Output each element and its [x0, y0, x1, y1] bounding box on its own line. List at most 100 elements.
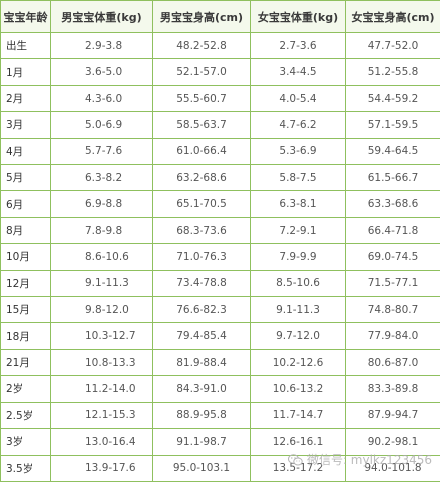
table-row: 2岁 11.2-14.0 84.3-91.0 10.6-13.2 83.3-89.8: [0, 375, 440, 403]
cell-boy-weight: 2.9-3.8: [50, 31, 153, 60]
cell-girl-weight: 9.7-12.0: [250, 322, 346, 350]
cell-girl-height: 90.2-98.1: [345, 428, 440, 456]
cell-girl-height: 51.2-55.8: [345, 58, 440, 86]
cell-girl-weight: 4.7-6.2: [250, 111, 346, 139]
cell-girl-weight: 7.9-9.9: [250, 243, 346, 271]
cell-age: 2月: [0, 84, 51, 113]
cell-boy-height: 73.4-78.8: [152, 269, 251, 298]
cell-boy-height: 81.9-88.4: [152, 348, 251, 377]
cell-boy-weight: 5.7-7.6: [50, 137, 153, 166]
cell-boy-height: 79.4-85.4: [152, 322, 251, 350]
table-row: 3.5岁 13.9-17.6 95.0-103.1 13.5-17.2 94.0-101…: [0, 454, 440, 482]
cell-boy-weight: 11.2-14.0: [50, 375, 153, 403]
cell-girl-height: 59.4-64.5: [345, 137, 440, 166]
cell-boy-weight: 12.1-15.3: [50, 401, 153, 430]
cell-girl-height: 83.3-89.8: [345, 375, 440, 403]
cell-boy-height: 95.0-103.1: [152, 454, 251, 482]
cell-boy-weight: 6.3-8.2: [50, 164, 153, 192]
table-row: 5月 6.3-8.2 63.2-68.6 5.8-7.5 61.5-66.7: [0, 164, 440, 192]
cell-boy-weight: 9.1-11.3: [50, 269, 153, 298]
cell-girl-weight: 5.3-6.9: [250, 137, 346, 166]
cell-age: 18月: [0, 322, 51, 350]
cell-age: 2.5岁: [0, 401, 51, 430]
header-boy-height: 男宝宝身高(cm): [152, 0, 251, 33]
cell-age: 5月: [0, 164, 51, 192]
cell-age: 8月: [0, 216, 51, 245]
cell-age: 15月: [0, 296, 51, 324]
cell-age: 6月: [0, 190, 51, 218]
cell-girl-weight: 3.4-4.5: [250, 58, 346, 86]
cell-boy-weight: 5.0-6.9: [50, 111, 153, 139]
cell-girl-weight: 7.2-9.1: [250, 216, 346, 245]
cell-girl-weight: 8.5-10.6: [250, 269, 346, 298]
cell-girl-weight: 10.6-13.2: [250, 375, 346, 403]
cell-girl-weight: 12.6-16.1: [250, 428, 346, 456]
cell-boy-weight: 13.0-16.4: [50, 428, 153, 456]
cell-boy-height: 88.9-95.8: [152, 401, 251, 430]
cell-girl-weight: 11.7-14.7: [250, 401, 346, 430]
cell-age: 2岁: [0, 375, 51, 403]
cell-boy-weight: 10.3-12.7: [50, 322, 153, 350]
cell-age: 3岁: [0, 428, 51, 456]
cell-girl-weight: 4.0-5.4: [250, 84, 346, 113]
table-row: 6月 6.9-8.8 65.1-70.5 6.3-8.1 63.3-68.6: [0, 190, 440, 218]
cell-boy-height: 61.0-66.4: [152, 137, 251, 166]
cell-girl-weight: 10.2-12.6: [250, 348, 346, 377]
cell-girl-height: 71.5-77.1: [345, 269, 440, 298]
cell-age: 3.5岁: [0, 454, 51, 482]
cell-girl-height: 87.9-94.7: [345, 401, 440, 430]
cell-girl-height: 61.5-66.7: [345, 164, 440, 192]
cell-girl-height: 94.0-101.8: [345, 454, 440, 482]
cell-boy-height: 55.5-60.7: [152, 84, 251, 113]
cell-age: 1月: [0, 58, 51, 86]
cell-girl-height: 80.6-87.0: [345, 348, 440, 377]
table-row: 21月 10.8-13.3 81.9-88.4 10.2-12.6 80.6-87.0: [0, 348, 440, 377]
cell-age: 出生: [0, 31, 51, 60]
cell-boy-height: 65.1-70.5: [152, 190, 251, 218]
cell-girl-weight: 5.8-7.5: [250, 164, 346, 192]
header-girl-weight: 女宝宝体重(kg): [250, 0, 346, 33]
cell-girl-height: 47.7-52.0: [345, 31, 440, 60]
cell-boy-height: 71.0-76.3: [152, 243, 251, 271]
cell-girl-height: 54.4-59.2: [345, 84, 440, 113]
table-row: 出生 2.9-3.8 48.2-52.8 2.7-3.6 47.7-52.0: [0, 31, 440, 60]
header-age: 宝宝年龄: [0, 0, 51, 33]
cell-boy-height: 63.2-68.6: [152, 164, 251, 192]
cell-boy-height: 68.3-73.6: [152, 216, 251, 245]
cell-boy-height: 84.3-91.0: [152, 375, 251, 403]
cell-age: 12月: [0, 269, 51, 298]
cell-boy-height: 76.6-82.3: [152, 296, 251, 324]
cell-girl-weight: 6.3-8.1: [250, 190, 346, 218]
cell-boy-weight: 8.6-10.6: [50, 243, 153, 271]
cell-girl-weight: 13.5-17.2: [250, 454, 346, 482]
cell-girl-height: 77.9-84.0: [345, 322, 440, 350]
table-row: 2月 4.3-6.0 55.5-60.7 4.0-5.4 54.4-59.2: [0, 84, 440, 113]
table-body: 出生 2.9-3.8 48.2-52.8 2.7-3.6 47.7-52.0 1月 3.6-…: [0, 31, 440, 482]
cell-girl-height: 66.4-71.8: [345, 216, 440, 245]
cell-boy-height: 52.1-57.0: [152, 58, 251, 86]
cell-age: 3月: [0, 111, 51, 139]
table-row: 3岁 13.0-16.4 91.1-98.7 12.6-16.1 90.2-98.1: [0, 428, 440, 456]
cell-age: 4月: [0, 137, 51, 166]
cell-age: 10月: [0, 243, 51, 271]
cell-girl-weight: 2.7-3.6: [250, 31, 346, 60]
table-header-row: 宝宝年龄 男宝宝体重(kg) 男宝宝身高(cm) 女宝宝体重(kg) 女宝宝身高…: [0, 0, 440, 33]
table-row: 10月 8.6-10.6 71.0-76.3 7.9-9.9 69.0-74.5: [0, 243, 440, 271]
table-row: 15月 9.8-12.0 76.6-82.3 9.1-11.3 74.8-80.7: [0, 296, 440, 324]
cell-age: 21月: [0, 348, 51, 377]
header-boy-weight: 男宝宝体重(kg): [50, 0, 153, 33]
cell-boy-weight: 3.6-5.0: [50, 58, 153, 86]
table-row: 18月 10.3-12.7 79.4-85.4 9.7-12.0 77.9-84.0: [0, 322, 440, 350]
cell-girl-height: 57.1-59.5: [345, 111, 440, 139]
cell-girl-height: 63.3-68.6: [345, 190, 440, 218]
cell-girl-height: 74.8-80.7: [345, 296, 440, 324]
cell-boy-height: 58.5-63.7: [152, 111, 251, 139]
cell-boy-weight: 6.9-8.8: [50, 190, 153, 218]
cell-boy-weight: 10.8-13.3: [50, 348, 153, 377]
table-row: 8月 7.8-9.8 68.3-73.6 7.2-9.1 66.4-71.8: [0, 216, 440, 245]
cell-boy-weight: 7.8-9.8: [50, 216, 153, 245]
cell-boy-height: 91.1-98.7: [152, 428, 251, 456]
cell-boy-height: 48.2-52.8: [152, 31, 251, 60]
table-row: 12月 9.1-11.3 73.4-78.8 8.5-10.6 71.5-77.1: [0, 269, 440, 298]
